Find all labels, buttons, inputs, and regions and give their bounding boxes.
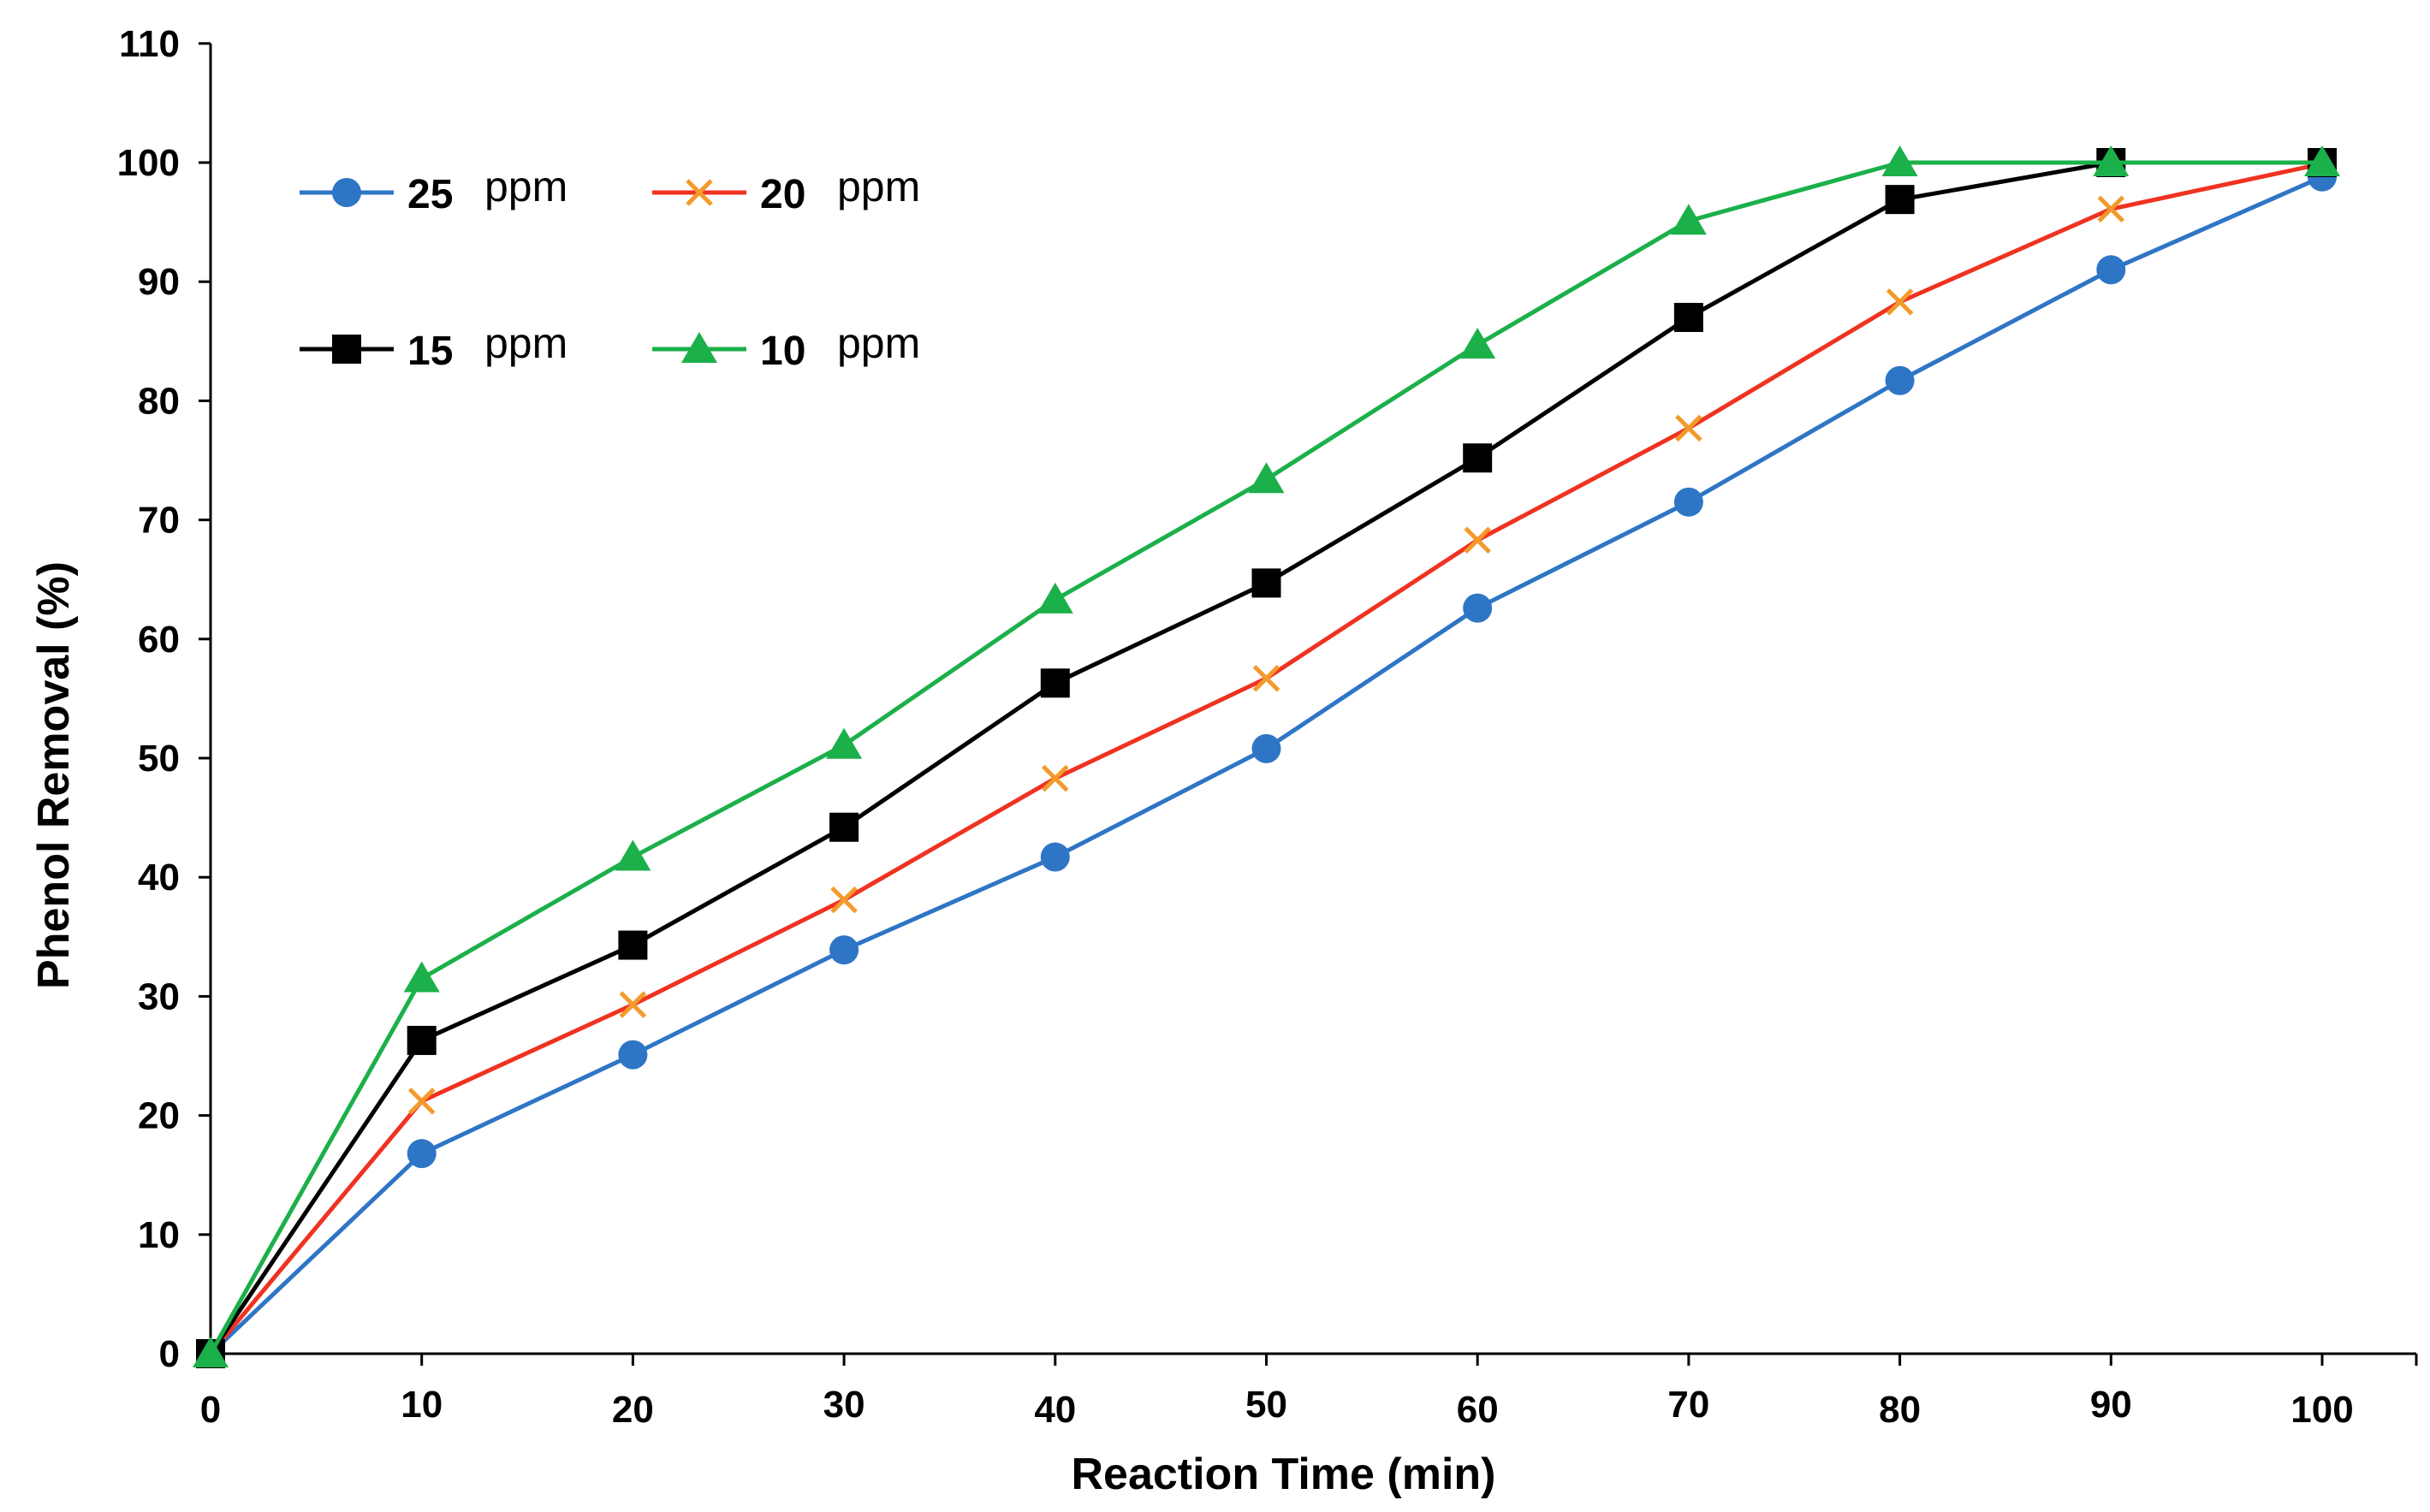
data-point-triangle <box>1037 582 1073 614</box>
data-point-x <box>1042 764 1069 792</box>
data-point-x <box>407 1088 436 1115</box>
y-tick-label: 50 <box>138 738 180 780</box>
legend-label-number: 15 <box>407 329 453 374</box>
series-layer <box>193 145 2340 1368</box>
y-tick-label: 30 <box>138 975 180 1017</box>
y-tick-label: 0 <box>159 1333 180 1375</box>
data-point-square <box>1885 185 1915 215</box>
y-tick-label: 60 <box>138 619 180 661</box>
data-point-x-stroke <box>830 886 858 914</box>
data-point-circle <box>1463 593 1493 623</box>
y-tick-label: 70 <box>138 500 180 542</box>
data-point-x-stroke <box>1675 414 1702 442</box>
data-point-x <box>1886 288 1914 316</box>
data-point-circle <box>1673 487 1703 517</box>
y-axis-title: Phenol Removal (%) <box>29 561 79 989</box>
data-point-circle <box>1040 842 1070 872</box>
data-point-square <box>332 335 361 364</box>
data-point-x-stroke <box>407 1088 436 1115</box>
legend: 25 ppm 20 ppm 15 ppm 10 ppm <box>300 163 920 374</box>
data-point-x <box>830 886 858 914</box>
y-tick-label: 110 <box>119 23 180 65</box>
data-point-circle <box>618 1040 648 1070</box>
legend-entry-20-ppm: 20 ppm <box>652 163 920 217</box>
x-tick-label: 100 <box>2290 1389 2353 1431</box>
data-point-triangle <box>403 961 440 993</box>
data-point-circle <box>407 1139 437 1169</box>
axes: 0 10 20 30 40 50 60 70 80 90 100 110 0 10 20 30 40 50 60 70… <box>117 23 2418 1431</box>
data-point-square <box>829 812 859 842</box>
x-tick-label: 80 <box>1879 1389 1921 1431</box>
legend-label-unit: ppm <box>837 163 920 210</box>
y-tick-label: 90 <box>138 261 180 303</box>
x-tick-label: 90 <box>2090 1384 2132 1426</box>
x-tick-label: 60 <box>1457 1389 1499 1431</box>
data-point-x-stroke <box>1464 526 1491 554</box>
data-point-triangle <box>1248 462 1285 494</box>
data-point-circle <box>2096 255 2126 285</box>
y-tick-label: 20 <box>138 1095 180 1137</box>
legend-label-number: 10 <box>760 329 805 374</box>
data-point-x <box>2097 195 2125 223</box>
x-tick-label: 40 <box>1034 1389 1076 1431</box>
series-10-ppm <box>193 145 2340 1367</box>
data-point-x <box>1464 526 1491 554</box>
data-point-circle <box>332 178 361 207</box>
data-point-circle <box>829 935 859 965</box>
y-tick-label: 40 <box>138 857 180 898</box>
y-tick-label: 80 <box>138 380 180 422</box>
y-tick-label: 100 <box>117 142 180 184</box>
data-point-x <box>1252 664 1280 692</box>
legend-entry-25-ppm: 25 ppm <box>300 163 567 217</box>
data-point-triangle <box>1881 145 1918 176</box>
data-point-circle <box>1251 733 1281 763</box>
data-point-triangle <box>826 727 863 759</box>
data-point-square <box>1463 443 1493 473</box>
data-point-triangle <box>2304 145 2340 176</box>
data-point-triangle <box>615 839 651 871</box>
data-point-square <box>1251 568 1281 598</box>
data-point-x-stroke <box>619 991 647 1018</box>
data-point-x <box>619 991 647 1018</box>
data-point-x-stroke <box>2097 195 2125 223</box>
x-tick-label: 20 <box>612 1389 654 1431</box>
legend-label-number: 25 <box>407 172 453 217</box>
legend-label-unit: ppm <box>484 163 567 210</box>
data-point-square <box>618 930 648 960</box>
data-point-triangle <box>681 332 717 363</box>
data-point-triangle <box>2093 145 2130 176</box>
data-point-x-stroke <box>1042 764 1069 792</box>
data-point-x-stroke <box>1886 288 1914 316</box>
data-point-x <box>1675 414 1702 442</box>
y-tick-label: 10 <box>138 1214 180 1256</box>
x-tick-label: 50 <box>1245 1384 1287 1426</box>
data-point-square <box>407 1025 437 1055</box>
legend-label-number: 20 <box>760 172 805 217</box>
data-point-triangle <box>1459 327 1496 359</box>
data-point-square <box>1673 302 1703 332</box>
data-point-triangle <box>193 1337 229 1367</box>
x-tick-label: 70 <box>1667 1384 1709 1426</box>
data-point-triangle <box>1670 204 1707 235</box>
legend-label-unit: ppm <box>837 319 920 367</box>
x-tick-label: 0 <box>200 1389 221 1431</box>
data-point-x-stroke <box>686 179 713 206</box>
legend-label-unit: ppm <box>484 319 567 367</box>
x-axis-title: Reaction Time (min) <box>1071 1450 1495 1499</box>
legend-entry-10-ppm: 10 ppm <box>652 319 920 374</box>
data-point-x-stroke <box>1252 664 1280 692</box>
x-tick-label: 30 <box>823 1384 865 1426</box>
legend-entry-15-ppm: 15 ppm <box>300 319 567 374</box>
data-point-x <box>686 179 713 206</box>
series-25-ppm <box>196 162 2337 1368</box>
x-tick-label: 10 <box>401 1384 443 1426</box>
data-point-circle <box>1885 365 1915 395</box>
data-point-square <box>1040 668 1070 698</box>
